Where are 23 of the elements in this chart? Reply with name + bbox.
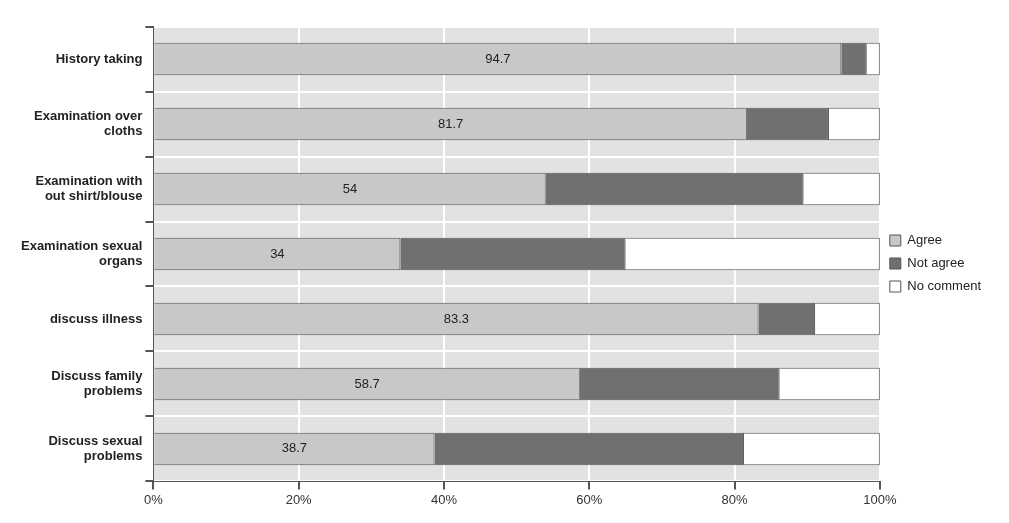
y-tick-label: Discuss sexual problems — [48, 432, 143, 464]
legend-label: Not agree — [907, 255, 965, 271]
y-tick-label: discuss illness — [49, 310, 143, 326]
y-tick-label: Examination with out shirt/blouse — [35, 172, 143, 204]
data-label: 34 — [270, 245, 285, 261]
y-tick-label: Examination sexual organs — [20, 237, 143, 269]
data-label: 58.7 — [354, 375, 380, 391]
data-label: 54 — [342, 180, 358, 196]
x-tick-label: 100% — [863, 491, 897, 507]
y-tick-label: Discuss family problems — [51, 367, 144, 399]
x-tick-label: 60% — [576, 491, 603, 507]
y-tick-label: Examination over cloths — [34, 107, 143, 139]
data-label: 94.7 — [485, 50, 511, 66]
legend-label: No comment — [907, 278, 982, 294]
data-label: 81.7 — [437, 115, 464, 131]
x-tick-label: 80% — [721, 491, 748, 507]
x-tick-label: 40% — [430, 491, 458, 507]
legend-label: Agree — [907, 232, 943, 248]
x-tick-label: 20% — [285, 491, 313, 507]
y-tick-label: History taking — [55, 50, 143, 66]
x-tick-label: 0% — [143, 491, 164, 507]
data-label: 38.7 — [281, 440, 308, 456]
data-label: 83.3 — [443, 310, 470, 326]
